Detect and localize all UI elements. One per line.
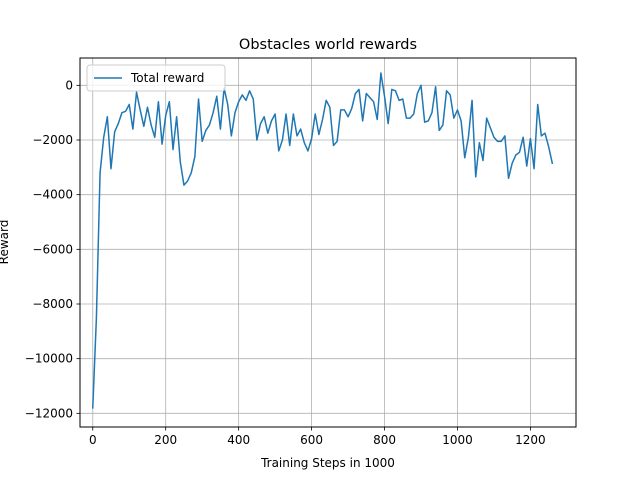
y-tick-label: −8000 xyxy=(32,297,73,311)
y-axis-label: Reward xyxy=(0,220,11,265)
series-layer xyxy=(91,72,554,409)
y-tick-label: −6000 xyxy=(32,242,73,256)
grid-lines xyxy=(80,58,576,427)
x-axis-label: Training Steps in 1000 xyxy=(260,456,395,470)
x-tick-label: 1200 xyxy=(515,433,546,447)
plot-area-frame xyxy=(79,57,577,428)
y-tick-label: −10000 xyxy=(25,352,73,366)
x-tick-label: 800 xyxy=(373,433,396,447)
y-tick-label: −4000 xyxy=(32,188,73,202)
legend: Total reward xyxy=(86,64,226,92)
series-line-total-reward xyxy=(91,72,554,409)
x-tick-label: 600 xyxy=(300,433,323,447)
y-tick-label: −2000 xyxy=(32,133,73,147)
legend-box xyxy=(86,64,226,92)
chart-title: Obstacles world rewards xyxy=(239,37,417,53)
x-tick-label: 200 xyxy=(154,433,177,447)
x-tick-label: 1000 xyxy=(442,433,473,447)
y-tick-label: 0 xyxy=(65,78,73,92)
x-tick-label: 400 xyxy=(227,433,250,447)
x-tick-label: 0 xyxy=(89,433,97,447)
axis-ticks: 0 200 400 600 800 1000 1200 −12000 −10000 −8000 −6… xyxy=(25,78,546,447)
legend-label: Total reward xyxy=(130,71,204,85)
y-tick-label: −12000 xyxy=(25,406,73,420)
